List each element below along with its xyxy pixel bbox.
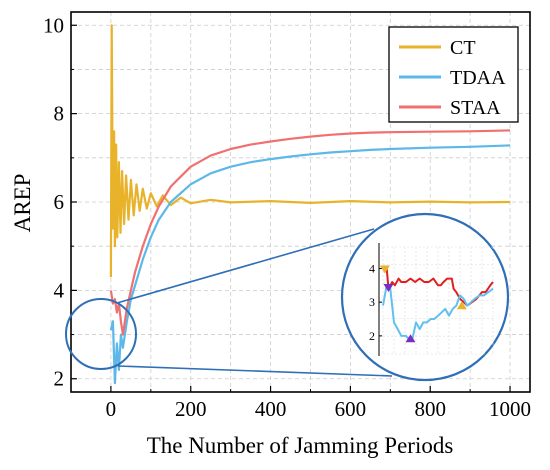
y-axis-title: AREP	[10, 174, 35, 233]
x-tick-label: 200	[175, 397, 207, 421]
inset-y-tick-label: 3	[369, 295, 375, 309]
series-line-staa	[109, 129, 511, 336]
zoom-connector-top	[116, 228, 375, 304]
y-tick-label: 8	[54, 102, 65, 126]
inset-marker	[456, 301, 467, 310]
inset-y-tick-label: 2	[369, 329, 375, 343]
legend: CT TDAA STAA	[388, 26, 519, 123]
x-tick-label: 1000	[489, 397, 531, 421]
legend-label-ct: CT	[450, 37, 476, 59]
series-layer	[109, 24, 511, 385]
axis-ticks: 0 200 400 600 800 1000 2 4 6 8 10	[43, 13, 531, 421]
inset-series-line-tdaa	[382, 284, 494, 341]
zoom-source-circle	[65, 298, 137, 370]
x-axis-title: The Number of Jamming Periods	[147, 433, 454, 458]
y-tick-label: 6	[54, 190, 65, 214]
y-tick-label: 10	[43, 13, 64, 37]
x-tick-label: 400	[255, 397, 287, 421]
plot-frame	[70, 11, 531, 393]
zoom-inset-circle	[340, 212, 510, 382]
inset-marker	[379, 265, 390, 274]
x-tick-label: 800	[414, 397, 446, 421]
y-tick-label: 2	[54, 367, 65, 391]
zoom-annotation: 4 3 2	[65, 212, 510, 382]
x-tick-label: 600	[335, 397, 367, 421]
zoom-connector-bottom	[117, 365, 393, 377]
legend-label-tdaa: TDAA	[450, 67, 506, 89]
series-line-ct	[109, 24, 511, 278]
x-tick-label: 0	[106, 397, 117, 421]
inset-marker	[405, 334, 416, 343]
inset-marker	[383, 284, 394, 293]
series-line-tdaa	[109, 144, 511, 385]
y-tick-label: 4	[54, 278, 65, 302]
inset-y-tick-label: 4	[369, 261, 375, 275]
legend-label-staa: STAA	[450, 97, 501, 119]
